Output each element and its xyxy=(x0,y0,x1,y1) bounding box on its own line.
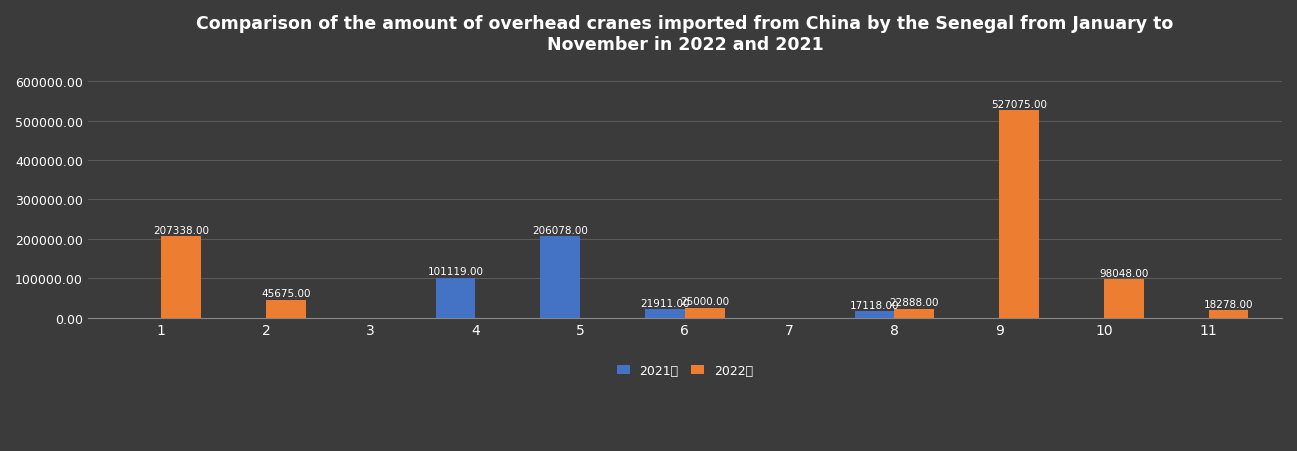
Bar xyxy=(685,308,725,318)
Bar xyxy=(1104,280,1144,318)
Text: 207338.00: 207338.00 xyxy=(153,225,209,235)
Bar xyxy=(541,237,580,318)
Text: 206078.00: 206078.00 xyxy=(532,226,589,235)
Text: 527075.00: 527075.00 xyxy=(991,99,1047,109)
Text: 98048.00: 98048.00 xyxy=(1099,268,1149,278)
Bar xyxy=(436,278,476,318)
Text: 17118.00: 17118.00 xyxy=(850,300,899,310)
Bar xyxy=(1209,311,1249,318)
Bar xyxy=(645,309,685,318)
Text: 25000.00: 25000.00 xyxy=(680,297,729,307)
Text: 18278.00: 18278.00 xyxy=(1204,299,1253,309)
Bar xyxy=(266,300,306,318)
Text: 22888.00: 22888.00 xyxy=(890,298,939,308)
Bar xyxy=(895,309,934,318)
Text: 101119.00: 101119.00 xyxy=(428,267,484,277)
Bar xyxy=(855,311,895,318)
Text: 45675.00: 45675.00 xyxy=(261,289,310,299)
Bar xyxy=(161,236,201,318)
Text: 21911.00: 21911.00 xyxy=(641,298,690,308)
Bar xyxy=(999,111,1039,318)
Title: Comparison of the amount of overhead cranes imported from China by the Senegal f: Comparison of the amount of overhead cra… xyxy=(196,15,1174,54)
Legend: 2021年, 2022年: 2021年, 2022年 xyxy=(612,359,757,382)
